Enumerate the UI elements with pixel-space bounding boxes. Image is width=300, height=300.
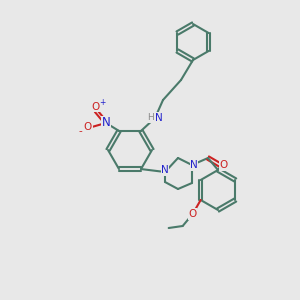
Text: O: O [84, 122, 92, 132]
Text: N: N [190, 160, 198, 170]
Text: H: H [148, 113, 154, 122]
Text: N: N [102, 116, 110, 129]
Text: O: O [189, 209, 197, 219]
Text: O: O [220, 160, 228, 170]
Text: -: - [78, 126, 82, 136]
Text: +: + [99, 98, 105, 107]
Text: O: O [92, 102, 100, 112]
Text: N: N [161, 165, 169, 175]
Text: N: N [155, 113, 163, 123]
